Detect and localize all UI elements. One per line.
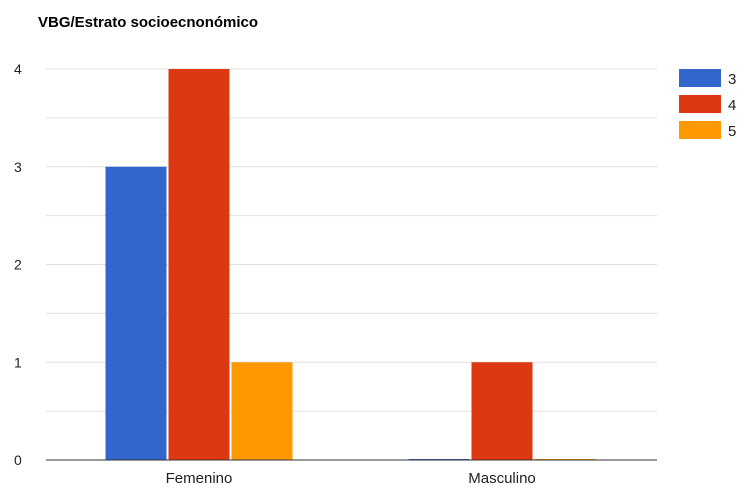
- bar-femenino-series-5: [231, 362, 293, 460]
- chart-title: VBG/Estrato socioecnonómico: [38, 14, 258, 31]
- y-tick-label: 1: [14, 354, 22, 370]
- y-tick-label: 0: [14, 452, 22, 468]
- legend-swatch-5: [679, 121, 721, 139]
- legend: 3 4 5: [679, 69, 736, 140]
- legend-label-5: 5: [728, 123, 736, 140]
- legend-swatch-3: [679, 69, 721, 87]
- y-axis-tick-labels: 0 1 2 3 4: [14, 61, 22, 468]
- bar-masculino-series-4: [471, 362, 533, 460]
- y-tick-label: 2: [14, 257, 22, 273]
- x-axis-tick-labels: Femenino Masculino: [166, 470, 536, 487]
- y-tick-label: 3: [14, 159, 22, 175]
- legend-label-4: 4: [728, 97, 736, 114]
- bars: [105, 69, 596, 460]
- bar-femenino-series-4: [168, 69, 230, 460]
- x-tick-label: Femenino: [166, 470, 233, 487]
- legend-swatch-4: [679, 95, 721, 113]
- legend-label-3: 3: [728, 71, 736, 88]
- x-tick-label: Masculino: [468, 470, 536, 487]
- bar-femenino-series-3: [105, 166, 167, 460]
- y-tick-label: 4: [14, 61, 22, 77]
